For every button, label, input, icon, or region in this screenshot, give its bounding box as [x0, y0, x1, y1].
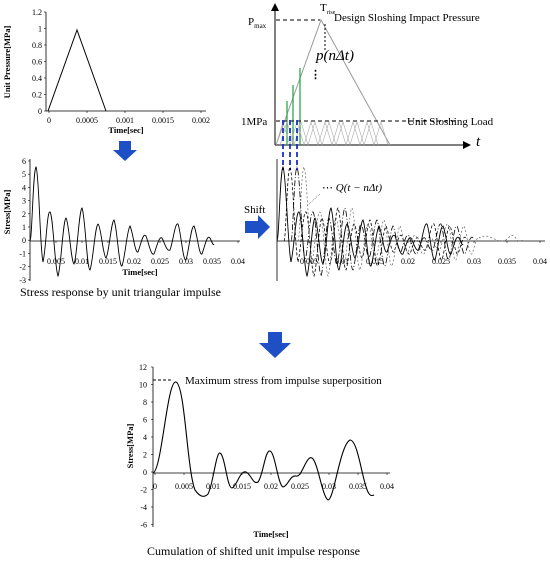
tick-label: 4 — [143, 433, 147, 442]
one-mpa-label: 1MPa — [241, 116, 267, 128]
unit-impulse-triangle — [47, 28, 107, 112]
cumulated-y-ticks: 12 10 8 6 4 2 0 -2 -4 -6 — [139, 363, 153, 530]
cumulated-ylabel: Stress[MPa] — [125, 423, 135, 468]
tick-label: 0.01 — [206, 482, 220, 491]
cumulated-caption: Cumulation of shifted unit impulse respo… — [147, 544, 360, 558]
tick-label: 0.015 — [366, 257, 384, 266]
unit-load-label: Unit Sloshing Load — [407, 116, 494, 128]
tick-label: 0.025 — [291, 482, 309, 491]
tick-label: 0.8 — [32, 41, 42, 50]
unit-stress-caption: Stress response by unit triangular impul… — [20, 285, 221, 299]
unit-pressure-chart: 0 0.2 0.4 0.6 0.8 1 1.2 0 0.0005 0.001 0.0015 0.00… — [2, 8, 210, 135]
tick-label: 1 — [38, 25, 42, 34]
shifted-curve-1 — [276, 166, 464, 278]
p-n-dt-label: p(nΔt) — [315, 48, 354, 64]
down-arrow-2 — [259, 332, 291, 358]
q-label: ⋯ Q(t − nΔt) — [322, 182, 382, 194]
tick-label: 0 — [143, 468, 147, 477]
tick-label: 6 — [22, 157, 26, 166]
down-arrow-1 — [113, 141, 137, 161]
max-stress-label: Maximum stress from impulse superpositio… — [185, 375, 382, 387]
unit-stress-curve — [29, 166, 215, 278]
tick-label: 12 — [139, 363, 147, 372]
tick-label: -2 — [19, 263, 26, 272]
shifted-responses-chart: 0.005 0.01 0.015 0.02 0.025 0.03 0.035 0.04 ⋯ Q… — [276, 159, 547, 281]
cumulated-x-ticks: 0 0.005 0.01 0.015 0.02 0.025 0.03 0.035 0.04 — [153, 473, 394, 491]
tick-label: 4 — [22, 183, 26, 192]
tick-label: 0.04 — [533, 257, 547, 266]
shifted-curve-3 — [290, 166, 474, 278]
cumulated-xlabel: Time[sec] — [253, 529, 288, 539]
tick-label: 1 — [22, 223, 26, 232]
tick-label: 0 — [47, 116, 51, 125]
shifted-curve-2 — [283, 166, 467, 278]
tick-label: 0 — [153, 482, 157, 491]
tick-label: 0.035 — [349, 482, 367, 491]
tick-label: -6 — [140, 521, 147, 530]
design-pressure-triangle — [275, 18, 391, 146]
tick-label: 8 — [143, 398, 147, 407]
tick-label: 1.2 — [32, 8, 42, 17]
tick-label: 0.005 — [175, 482, 193, 491]
tick-label: 0.02 — [401, 257, 415, 266]
unit-stress-y-ticks: 6 5 4 3 2 1 0 -1 -2 -3 — [19, 157, 30, 285]
tick-label: 0.015 — [233, 482, 251, 491]
unit-pressure-ylabel: Unit Pressure[MPa] — [2, 26, 12, 99]
tick-label: 0.04 — [380, 482, 394, 491]
tick-label: 0.015 — [99, 257, 117, 266]
tick-label: 0.2 — [32, 91, 42, 100]
pmax-label: Pmax — [248, 16, 267, 30]
tick-label: 0.035 — [203, 257, 221, 266]
unit-stress-xlabel: Time[sec] — [122, 267, 157, 277]
tick-label: -1 — [19, 249, 26, 258]
unit-pressure-xlabel: Time[sec] — [108, 125, 143, 135]
design-pressure-label: Design Sloshing Impact Pressure — [334, 12, 480, 24]
unit-pressure-y-ticks: 0 0.2 0.4 0.6 0.8 1 1.2 — [32, 8, 46, 116]
tick-label: 10 — [139, 381, 147, 390]
tick-label: 0.02 — [127, 257, 141, 266]
tick-label: 0.025 — [432, 257, 450, 266]
tick-label: 6 — [143, 416, 147, 425]
tick-label: 2 — [22, 210, 26, 219]
shift-arrow — [245, 215, 270, 239]
tick-label: 2 — [143, 451, 147, 460]
tick-label: 0.03 — [467, 257, 481, 266]
design-pressure-schematic: ⋮ Pmax Trise Design Sloshing Impact Pres… — [241, 2, 494, 150]
tick-label: 0.04 — [231, 257, 245, 266]
unit-pressure-x-ticks: 0 0.0005 0.001 0.0015 0.002 — [47, 111, 210, 125]
tick-label: 0.025 — [151, 257, 169, 266]
tick-label: 0.01 — [75, 257, 89, 266]
t-axis-label: t — [476, 134, 481, 150]
tick-label: 0 — [22, 236, 26, 245]
tick-label: 0.002 — [192, 116, 210, 125]
tick-label: 3 — [22, 197, 26, 206]
tick-label: 0.6 — [32, 58, 42, 67]
tick-label: 0.03 — [179, 257, 193, 266]
shift-drop-lines — [282, 120, 298, 170]
shifted-curve-4 — [297, 166, 523, 277]
cumulated-stress-curve — [152, 381, 375, 501]
tick-label: 0.035 — [498, 257, 516, 266]
svg-text:⋮: ⋮ — [310, 69, 321, 81]
unit-stress-ylabel: Stress[MPa] — [2, 189, 12, 234]
tick-label: 0.03 — [322, 482, 336, 491]
tick-label: 0.0005 — [76, 116, 98, 125]
tick-label: -3 — [19, 276, 26, 285]
tick-label: 0.4 — [32, 74, 42, 83]
tick-label: 0 — [38, 107, 42, 116]
cumulated-stress-chart: 12 10 8 6 4 2 0 -2 -4 -6 0 0.005 0.01 0.015 0.02 0.025… — [125, 363, 394, 539]
tick-label: 5 — [22, 170, 26, 179]
tick-label: 0.01 — [335, 257, 349, 266]
tick-label: 0.0015 — [152, 116, 174, 125]
shift-label: Shift — [244, 204, 265, 216]
tick-label: 0.001 — [116, 116, 134, 125]
tick-label: -4 — [140, 503, 147, 512]
trise-label: Trise — [320, 2, 336, 16]
tick-label: 0.02 — [264, 482, 278, 491]
tick-label: -2 — [140, 486, 147, 495]
